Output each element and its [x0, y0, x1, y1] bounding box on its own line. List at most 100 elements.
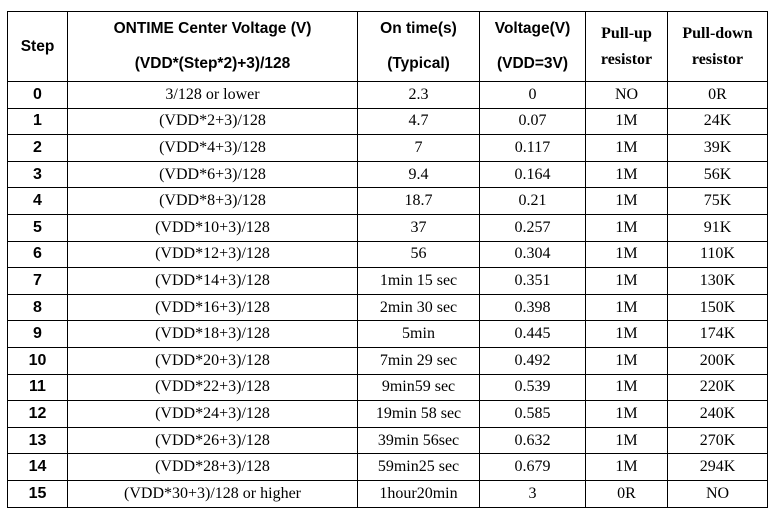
cell-on-time: 9min59 sec: [357, 373, 480, 402]
cell-ontime-center: (VDD*14+3)/128: [67, 267, 358, 295]
cell-ontime-center: (VDD*6+3)/128: [67, 160, 358, 189]
cell-pull-down: 0R: [667, 81, 768, 109]
cell-ontime-center: (VDD*12+3)/128: [67, 240, 358, 269]
cell-pull-down: 174K: [667, 320, 768, 348]
cell-pull-down: 75K: [667, 187, 768, 215]
cell-ontime-center: 3/128 or lower: [67, 81, 358, 109]
header-pull-down: Pull-down resistor: [667, 11, 768, 82]
cell-ontime-center: (VDD*8+3)/128: [67, 187, 358, 215]
header-on-time-note: (Typical): [357, 46, 480, 82]
header-ontime-center-title: ONTIME Center Voltage (V): [67, 11, 358, 47]
table-row: 1 (VDD*2+3)/128 4.7 0.07 1M 24K: [7, 107, 768, 136]
cell-step: 5: [7, 213, 68, 242]
cell-pull-up: 1M: [585, 453, 668, 481]
cell-step: 2: [7, 134, 68, 162]
cell-pull-down: 294K: [667, 453, 768, 481]
cell-on-time: 37: [357, 213, 480, 242]
cell-voltage: 0.445: [479, 320, 586, 348]
cell-voltage: 0.539: [479, 373, 586, 402]
table-row: 14 (VDD*28+3)/128 59min25 sec 0.679 1M 294K: [7, 453, 768, 481]
cell-step: 10: [7, 346, 68, 375]
cell-pull-up: NO: [585, 81, 668, 109]
table-row: 5 (VDD*10+3)/128 37 0.257 1M 91K: [7, 213, 768, 242]
cell-voltage: 0: [479, 81, 586, 109]
cell-pull-down: 91K: [667, 213, 768, 242]
header-pull-up-line2: resistor: [600, 50, 653, 68]
cell-step: 7: [7, 267, 68, 295]
cell-voltage: 0.679: [479, 453, 586, 481]
cell-on-time: 1min 15 sec: [357, 267, 480, 295]
cell-pull-up: 1M: [585, 346, 668, 375]
cell-step: 13: [7, 426, 68, 455]
cell-step: 12: [7, 400, 68, 428]
table-row: 10 (VDD*20+3)/128 7min 29 sec 0.492 1M 200K: [7, 346, 768, 375]
cell-step: 9: [7, 320, 68, 348]
header-pull-up-line1: Pull-up: [601, 24, 652, 42]
cell-pull-down: 150K: [667, 293, 768, 322]
cell-step: 8: [7, 293, 68, 322]
table-row: 15 (VDD*30+3)/128 or higher 1hour20min 3 0R N…: [7, 479, 768, 508]
cell-on-time: 5min: [357, 320, 480, 348]
header-step: Step: [7, 11, 68, 82]
cell-voltage: 0.304: [479, 240, 586, 269]
table-row: 4 (VDD*8+3)/128 18.7 0.21 1M 75K: [7, 187, 768, 215]
cell-on-time: 56: [357, 240, 480, 269]
cell-on-time: 19min 58 sec: [357, 400, 480, 428]
cell-voltage: 0.164: [479, 160, 586, 189]
table-row: 6 (VDD*12+3)/128 56 0.304 1M 110K: [7, 240, 768, 269]
cell-step: 3: [7, 160, 68, 189]
cell-ontime-center: (VDD*2+3)/128: [67, 107, 358, 136]
header-pull-down-line2: resistor: [691, 50, 744, 68]
cell-pull-down: 270K: [667, 426, 768, 455]
cell-step: 0: [7, 81, 68, 109]
cell-voltage: 0.585: [479, 400, 586, 428]
cell-voltage: 0.492: [479, 346, 586, 375]
cell-voltage: 0.07: [479, 107, 586, 136]
table-body: 0 3/128 or lower 2.3 0 NO 0R 1 (VDD*2+3)/128 4.7…: [7, 81, 768, 508]
table-row: 9 (VDD*18+3)/128 5min 0.445 1M 174K: [7, 320, 768, 348]
cell-pull-up: 1M: [585, 213, 668, 242]
cell-pull-down: 110K: [667, 240, 768, 269]
table-row: 8 (VDD*16+3)/128 2min 30 sec 0.398 1M 150K: [7, 293, 768, 322]
cell-pull-up: 1M: [585, 160, 668, 189]
cell-ontime-center: (VDD*10+3)/128: [67, 213, 358, 242]
cell-pull-down: NO: [667, 479, 768, 508]
cell-pull-down: 200K: [667, 346, 768, 375]
cell-step: 6: [7, 240, 68, 269]
cell-on-time: 59min25 sec: [357, 453, 480, 481]
header-pull-up: Pull-up resistor: [585, 11, 668, 82]
header-voltage-note: (VDD=3V): [479, 46, 586, 82]
cell-voltage: 0.351: [479, 267, 586, 295]
table-row: 11 (VDD*22+3)/128 9min59 sec 0.539 1M 220K: [7, 373, 768, 402]
cell-pull-up: 1M: [585, 107, 668, 136]
cell-pull-up: 0R: [585, 479, 668, 508]
ontime-step-table: Step ONTIME Center Voltage (V) On time(s…: [7, 11, 768, 508]
cell-on-time: 9.4: [357, 160, 480, 189]
cell-voltage: 0.632: [479, 426, 586, 455]
header-row-top: Step ONTIME Center Voltage (V) On time(s…: [7, 11, 768, 82]
cell-pull-up: 1M: [585, 293, 668, 322]
cell-on-time: 18.7: [357, 187, 480, 215]
cell-on-time: 7min 29 sec: [357, 346, 480, 375]
cell-pull-up: 1M: [585, 320, 668, 348]
header-row-bottom: (VDD*(Step*2)+3)/128 (Typical) (VDD=3V): [8, 46, 768, 82]
cell-voltage: 0.117: [479, 134, 586, 162]
cell-on-time: 39min 56sec: [357, 426, 480, 455]
cell-voltage: 0.21: [479, 187, 586, 215]
header-pull-down-line1: Pull-down: [682, 24, 753, 42]
cell-ontime-center: (VDD*30+3)/128 or higher: [67, 479, 358, 508]
cell-voltage: 3: [479, 479, 586, 508]
cell-voltage: 0.257: [479, 213, 586, 242]
cell-step: 11: [7, 373, 68, 402]
cell-pull-up: 1M: [585, 267, 668, 295]
table-row: 3 (VDD*6+3)/128 9.4 0.164 1M 56K: [7, 160, 768, 189]
cell-ontime-center: (VDD*24+3)/128: [67, 400, 358, 428]
table-row: 13 (VDD*26+3)/128 39min 56sec 0.632 1M 270K: [7, 426, 768, 455]
table-row: 7 (VDD*14+3)/128 1min 15 sec 0.351 1M 130K: [7, 267, 768, 295]
cell-on-time: 2.3: [357, 81, 480, 109]
cell-pull-up: 1M: [585, 187, 668, 215]
header-on-time-title: On time(s): [357, 11, 480, 47]
cell-pull-down: 39K: [667, 134, 768, 162]
table-header: Step ONTIME Center Voltage (V) On time(s…: [7, 11, 768, 82]
cell-voltage: 0.398: [479, 293, 586, 322]
